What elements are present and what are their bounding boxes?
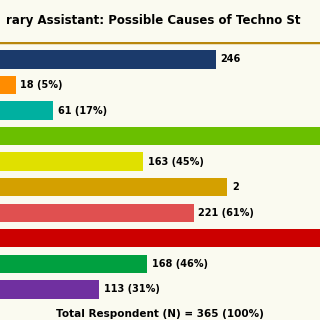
Bar	[0, 178, 227, 196]
Text: 163 (45%): 163 (45%)	[148, 157, 204, 167]
Text: 168 (46%): 168 (46%)	[152, 259, 208, 269]
Text: 246: 246	[220, 54, 241, 64]
Text: 2: 2	[232, 182, 239, 192]
Bar	[0, 229, 320, 247]
Text: 113 (31%): 113 (31%)	[104, 284, 160, 294]
Text: 18 (5%): 18 (5%)	[20, 80, 63, 90]
Text: rary Assistant: Possible Causes of Techno St: rary Assistant: Possible Causes of Techn…	[6, 14, 301, 27]
Bar	[0, 255, 147, 273]
Bar	[0, 101, 53, 120]
Bar	[0, 127, 320, 145]
Text: 221 (61%): 221 (61%)	[198, 208, 254, 218]
Bar	[0, 50, 216, 69]
Bar	[0, 280, 99, 299]
Text: Total Respondent (N) = 365 (100%): Total Respondent (N) = 365 (100%)	[56, 308, 264, 319]
Text: 61 (17%): 61 (17%)	[58, 106, 108, 116]
Bar	[0, 152, 143, 171]
Bar	[0, 204, 194, 222]
Bar	[0, 76, 16, 94]
